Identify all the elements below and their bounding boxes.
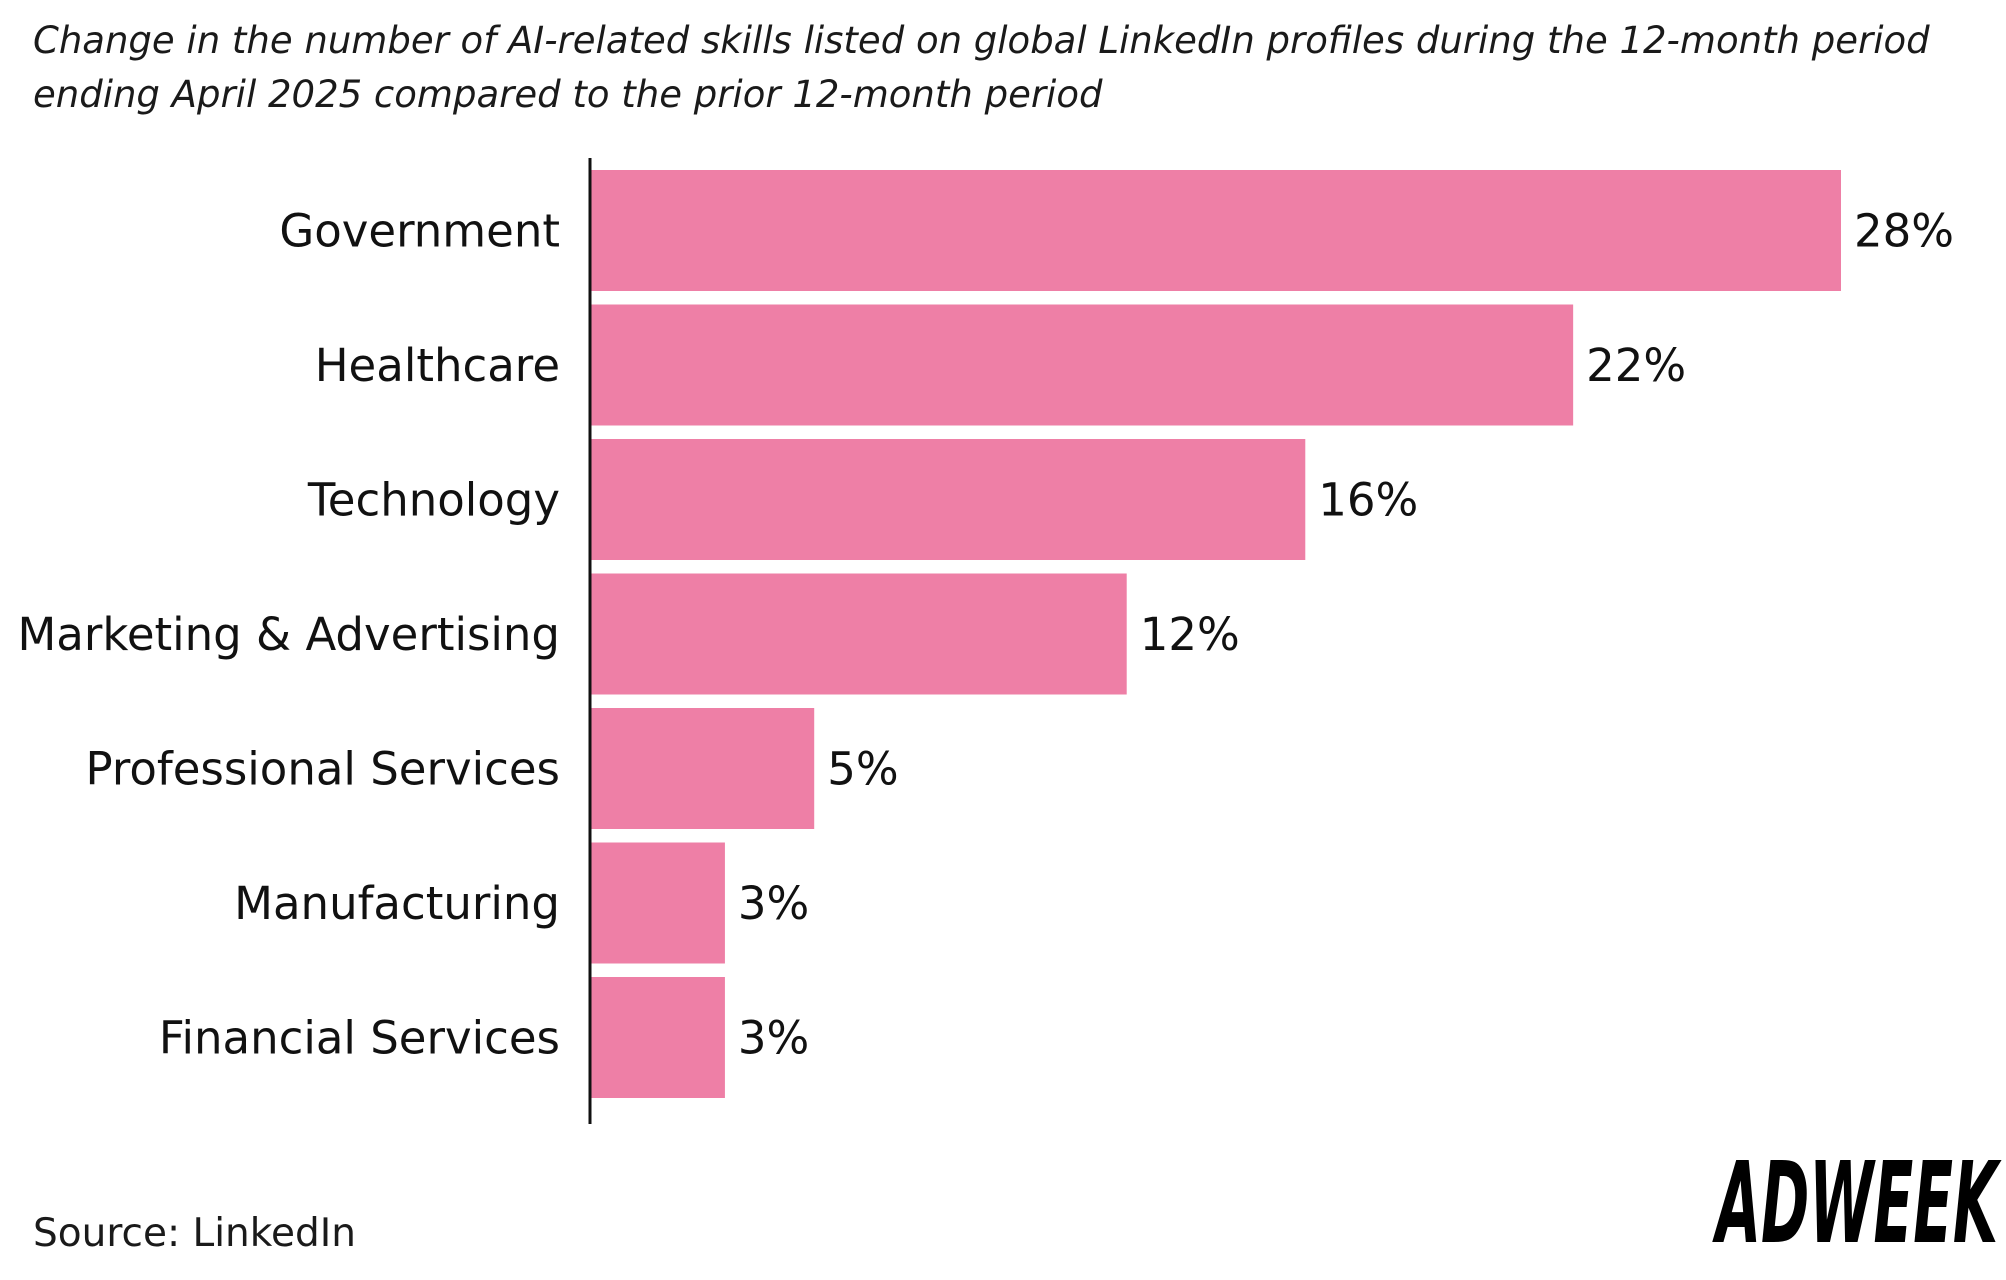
bar-marketing-and-advertising bbox=[591, 573, 1127, 695]
bar-government bbox=[591, 170, 1841, 291]
value-label-government: 28% bbox=[1854, 205, 1954, 258]
bar-healthcare bbox=[591, 304, 1574, 426]
category-label-government: Government bbox=[279, 205, 560, 258]
value-label-marketing-and-advertising: 12% bbox=[1140, 608, 1240, 661]
value-label-financial-services: 3% bbox=[738, 1012, 809, 1065]
value-label-professional-services: 5% bbox=[827, 743, 898, 796]
bar-manufacturing bbox=[591, 842, 725, 964]
category-label-professional-services: Professional Services bbox=[86, 743, 561, 796]
category-label-healthcare: Healthcare bbox=[315, 339, 560, 392]
adweek-logo-text: ADWEEK bbox=[1712, 1139, 2002, 1256]
value-label-technology: 16% bbox=[1318, 474, 1418, 527]
category-label-financial-services: Financial Services bbox=[159, 1012, 560, 1065]
value-label-manufacturing: 3% bbox=[738, 877, 809, 930]
bar-technology bbox=[591, 439, 1306, 560]
source-note: Source: LinkedIn bbox=[33, 1211, 356, 1256]
bars-layer: Government 28% Healthcare 22% Technology 16% M… bbox=[17, 170, 1954, 1098]
bar-professional-services bbox=[591, 708, 815, 829]
bar-financial-services bbox=[591, 977, 725, 1098]
category-label-marketing-and-advertising: Marketing & Advertising bbox=[17, 608, 560, 661]
category-label-technology: Technology bbox=[307, 474, 560, 527]
category-label-manufacturing: Manufacturing bbox=[234, 877, 560, 930]
subtitle: Change in the number of AI-related skill… bbox=[33, 19, 1930, 116]
adweek-logo: ADWEEK bbox=[1712, 1139, 2002, 1256]
value-label-healthcare: 22% bbox=[1586, 339, 1686, 392]
